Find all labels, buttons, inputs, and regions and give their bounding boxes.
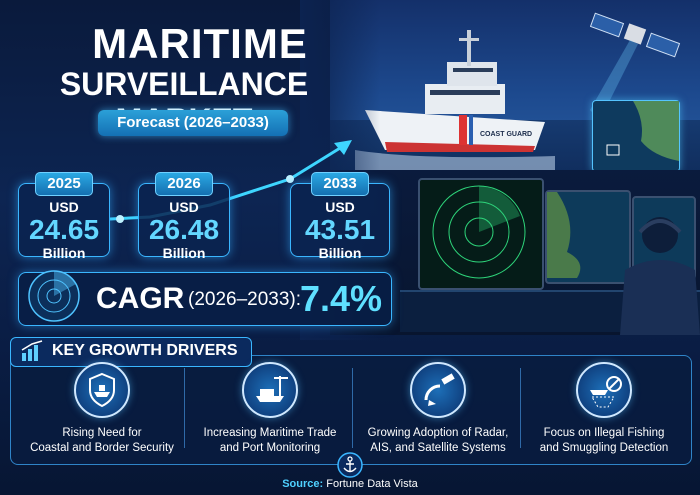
cagr-period: (2026–2033): (188, 289, 302, 310)
unit-label: Billion (42, 245, 86, 261)
driver-text: Increasing Maritime Trade and Port Monit… (203, 427, 337, 454)
unit-label: Billion (318, 245, 362, 261)
market-value: 24.65 (28, 214, 100, 245)
currency-label: USD (169, 199, 199, 215)
coastal-map-panel (592, 100, 680, 172)
radar-icon (28, 270, 80, 322)
cagr-label: CAGR (96, 282, 185, 315)
fishing-net-icon (576, 362, 632, 418)
driver-item: Growing Adoption of Radar, AIS, and Sate… (354, 362, 522, 456)
value-box-2033: 2033 USD 43.51 Billion (290, 172, 390, 261)
cagr-value: 7.4% (300, 278, 383, 319)
radar-monitor (418, 178, 544, 290)
driver-text: Focus on Illegal Fishing and Smuggling D… (539, 427, 669, 454)
radar-satellite-icon (410, 362, 466, 418)
source-line: Source: Fortune Data Vista (0, 478, 700, 490)
year-tag: 2026 (155, 172, 213, 196)
coast-guard-ship: COAST GUARD (355, 30, 555, 170)
growth-drivers-title: KEY GROWTH DRIVERS (52, 342, 238, 359)
driver-text: Growing Adoption of Radar, AIS, and Sate… (367, 427, 509, 454)
page-title-line1: MARITIME (92, 20, 308, 67)
driver-item: Focus on Illegal Fishing and Smuggling D… (520, 362, 688, 456)
shield-ship-icon (74, 362, 130, 418)
map-monitor (545, 190, 631, 284)
divider (520, 368, 521, 448)
source-name: Fortune Data Vista (326, 478, 418, 490)
market-value: 43.51 (304, 214, 376, 245)
source-label: Source: (282, 478, 324, 490)
currency-label: USD (325, 199, 355, 215)
value-box-2025: 2025 USD 24.65 Billion (18, 172, 110, 261)
ship-hull-text: COAST GUARD (480, 131, 532, 138)
operator-silhouette (620, 217, 700, 335)
cagr-panel (18, 272, 392, 326)
year-tag: 2033 (311, 172, 369, 196)
year-tag: 2025 (35, 172, 93, 196)
port-crane-icon (242, 362, 298, 418)
growth-drivers-header (10, 337, 252, 367)
value-box-2026: 2026 USD 26.48 Billion (138, 172, 230, 261)
forecast-badge: Forecast (2026–2033) (98, 110, 288, 136)
divider (352, 368, 353, 448)
bar-chart-icon (21, 340, 43, 361)
unit-label: Billion (162, 245, 206, 261)
satellite-icon (590, 12, 681, 58)
anchor-icon (337, 452, 363, 478)
divider (184, 368, 185, 448)
currency-label: USD (49, 199, 79, 215)
driver-text: Rising Need for Coastal and Border Secur… (30, 427, 174, 454)
market-value: 26.48 (148, 214, 220, 245)
driver-item: Increasing Maritime Trade and Port Monit… (186, 362, 354, 456)
driver-item: Rising Need for Coastal and Border Secur… (18, 362, 186, 456)
